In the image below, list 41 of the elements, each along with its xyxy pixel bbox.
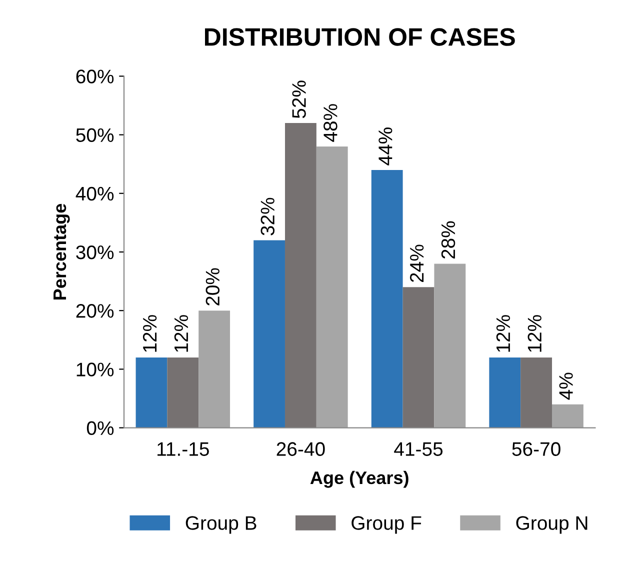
x-tick-label: 11.-15 [158,442,209,456]
data-label: 44% [378,128,392,166]
data-label: 12% [142,315,157,352]
bar [136,357,168,428]
bar [254,240,285,428]
bar [520,357,552,428]
y-tick-label: 50% [76,128,114,142]
data-label: 4% [559,372,573,400]
bar [489,357,521,428]
data-label: 20% [206,268,220,306]
y-tick-label: 20% [76,304,114,318]
y-tick-label: 10% [76,362,114,376]
data-label: 48% [324,104,338,142]
y-tick-label: 40% [76,186,114,201]
x-axis-title: Age (Years) [310,470,408,488]
data-label: 28% [441,221,456,259]
bar [316,146,348,428]
y-tick-label: 30% [76,245,114,260]
y-tick-label: 0% [86,421,114,436]
y-tick-label: 60% [76,70,114,84]
data-label: 12% [174,315,188,352]
bar [371,170,403,428]
bar [167,357,199,428]
legend-label: Group N [516,516,588,534]
data-label: 32% [260,198,275,236]
x-tick-label: 26-40 [276,442,325,456]
y-axis-title: Percentage [54,204,70,300]
chart-title: DISTRIBUTION OF CASES [205,28,515,46]
data-label: 24% [410,244,424,282]
bar [198,310,230,428]
bar [552,404,584,428]
x-tick-label: 56-70 [512,442,560,456]
data-label: 12% [528,315,542,352]
legend-label: Group F [352,516,422,534]
legend-label: Group B [186,516,256,534]
bar [284,123,316,428]
data-label: 12% [496,315,510,352]
bar [434,264,466,428]
x-tick-label: 41-55 [394,442,443,456]
data-label: 52% [292,80,306,118]
bar [402,287,434,428]
